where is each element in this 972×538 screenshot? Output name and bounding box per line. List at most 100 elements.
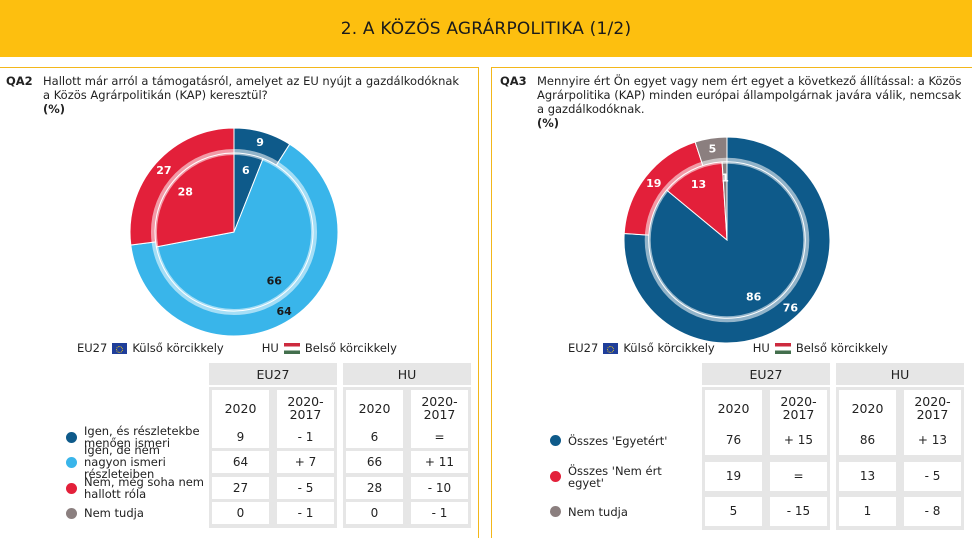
pie-label-hu-1: 13 <box>691 178 706 191</box>
table-row-label: Igen, de nem nagyon ismeri részleteiben <box>66 444 206 480</box>
table-header-hu: HU <box>343 363 471 385</box>
hu-flag-icon <box>283 342 300 354</box>
legend-dot-icon <box>66 431 77 443</box>
table-cell: 27 <box>212 477 269 499</box>
table-header-eu: EU27 <box>702 363 830 385</box>
pie-chart-qa3: 76 19 5 86 13 1 <box>623 136 831 344</box>
category-label: Igen, és részletekbe menően ismeri <box>84 424 200 450</box>
table-cell: 13 <box>839 462 896 491</box>
table-header-eu: EU27 <box>209 363 337 385</box>
table-cell: + 15 <box>770 426 827 455</box>
category-label: Nem tudja <box>568 504 628 519</box>
panel-qa3: QA3 Mennyire ért Ön egyet vagy nem ért e… <box>491 67 972 538</box>
pie-label-hu-2: 1 <box>721 171 729 184</box>
table-row-label: Igen, és részletekbe menően ismeri <box>66 424 206 450</box>
pie-label-hu-0: 6 <box>242 164 250 177</box>
table-cell: - 5 <box>277 477 334 499</box>
ring-separator <box>644 157 810 323</box>
legend-dot-icon <box>550 471 561 482</box>
legend-hu-label: HU <box>261 341 279 355</box>
table-row-label: Nem, még soha nem hallott róla <box>66 475 206 501</box>
legend-hu-ring: Belső körcikkely <box>795 341 888 355</box>
table-cell: 5 <box>705 497 762 526</box>
pie-label-eu-1: 19 <box>646 177 661 190</box>
table-cell: 0 <box>346 502 403 524</box>
question-text: Hallott már arról a támogatásról, amelye… <box>43 74 460 102</box>
table-cell: + 11 <box>411 451 468 473</box>
hu-flag-icon <box>774 342 791 354</box>
panel-qa2: QA2 Hallott már arról a támogatásról, am… <box>0 67 479 538</box>
table-cell: 9 <box>212 426 269 448</box>
eu-flag-icon <box>112 342 128 354</box>
table-cell: - 1 <box>411 502 468 524</box>
table-cell: = <box>411 426 468 448</box>
pie-label-hu-0: 86 <box>746 291 762 304</box>
legend-dot-icon <box>550 506 561 517</box>
chart-legend: EU27 Külső körcikkely HU Belső körcikkel… <box>568 341 888 355</box>
legend-eu-label: EU27 <box>568 341 599 355</box>
legend-hu-label: HU <box>752 341 770 355</box>
legend-dot-icon <box>66 482 77 494</box>
pie-label-eu-0: 76 <box>783 302 799 315</box>
eu-flag-icon <box>603 342 619 354</box>
col-header-diff: 2020- 2017 <box>411 390 468 426</box>
col-header-diff: 2020- 2017 <box>904 390 961 426</box>
legend-dot-icon <box>66 507 77 519</box>
question-id: QA3 <box>500 74 527 88</box>
col-header-diff: 2020- 2017 <box>277 390 334 426</box>
table-cell: 0 <box>212 502 269 524</box>
category-label: Összes 'Nem ért egyet' <box>568 463 662 490</box>
table-cell: 19 <box>705 462 762 491</box>
pie-label-eu-1: 64 <box>276 305 292 318</box>
table-cell: + 7 <box>277 451 334 473</box>
chart-legend: EU27 Külső körcikkely HU Belső körcikkel… <box>77 341 397 355</box>
table-cell: + 13 <box>904 426 961 455</box>
question-text: Mennyire ért Ön egyet vagy nem ért egyet… <box>537 74 962 116</box>
table-cell: 1 <box>839 497 896 526</box>
col-header-year: 2020 <box>705 390 762 426</box>
table-cell: = <box>770 462 827 491</box>
table-cell: - 1 <box>277 426 334 448</box>
section-title: 2. A KÖZÖS AGRÁRPOLITIKA (1/2) <box>340 18 632 39</box>
table-header-hu: HU <box>836 363 964 385</box>
section-banner: 2. A KÖZÖS AGRÁRPOLITIKA (1/2) <box>0 0 972 57</box>
pie-label-eu-0: 9 <box>256 136 264 149</box>
col-header-year: 2020 <box>346 390 403 426</box>
table-cell: - 15 <box>770 497 827 526</box>
table-cell: - 8 <box>904 497 961 526</box>
question-id: QA2 <box>6 74 33 88</box>
table-row-label: Összes 'Egyetért' <box>550 428 700 454</box>
legend-eu-ring: Külső körcikkely <box>132 341 224 355</box>
table-row-label: Nem tudja <box>550 499 700 525</box>
table-row-label: Nem tudja <box>66 500 206 526</box>
col-header-diff: 2020- 2017 <box>770 390 827 426</box>
table-cell: - 5 <box>904 462 961 491</box>
ring-separator <box>150 148 318 316</box>
col-header-year: 2020 <box>839 390 896 426</box>
table-cell: 76 <box>705 426 762 455</box>
category-label: Összes 'Egyetért' <box>568 433 668 448</box>
table-cell: 66 <box>346 451 403 473</box>
table-cell: 28 <box>346 477 403 499</box>
table-cell: - 10 <box>411 477 468 499</box>
table-cell: 64 <box>212 451 269 473</box>
unit-label: (%) <box>43 102 66 116</box>
category-label: Igen, de nem nagyon ismeri részleteiben <box>84 443 166 481</box>
pie-label-hu-2: 28 <box>178 186 193 199</box>
table-cell: 86 <box>839 426 896 455</box>
legend-dot-icon <box>550 435 561 446</box>
table-row-label: Összes 'Nem ért egyet' <box>550 464 700 490</box>
legend-dot-icon <box>66 456 77 468</box>
legend-eu-ring: Külső körcikkely <box>623 341 715 355</box>
legend-eu-label: EU27 <box>77 341 108 355</box>
pie-label-hu-1: 66 <box>267 275 283 288</box>
table-cell: - 1 <box>277 502 334 524</box>
col-header-year: 2020 <box>212 390 269 426</box>
category-label: Nem, még soha nem hallott róla <box>84 475 205 501</box>
table-cell: 6 <box>346 426 403 448</box>
unit-label: (%) <box>537 116 560 130</box>
legend-hu-ring: Belső körcikkely <box>304 341 397 355</box>
category-label: Nem tudja <box>84 506 144 520</box>
pie-label-eu-2: 5 <box>709 143 717 156</box>
